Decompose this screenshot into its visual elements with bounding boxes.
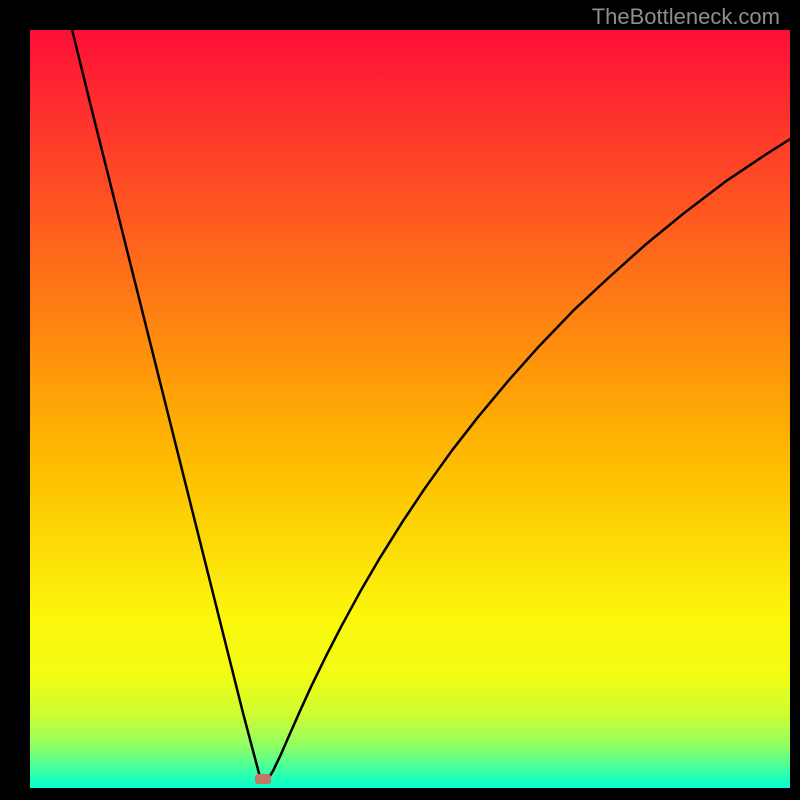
curve-layer	[30, 30, 790, 788]
watermark-text: TheBottleneck.com	[592, 4, 780, 30]
minimum-marker	[255, 774, 271, 784]
plot-area	[30, 30, 790, 788]
bottleneck-curve	[72, 30, 790, 781]
plot-outer-frame	[0, 0, 800, 800]
